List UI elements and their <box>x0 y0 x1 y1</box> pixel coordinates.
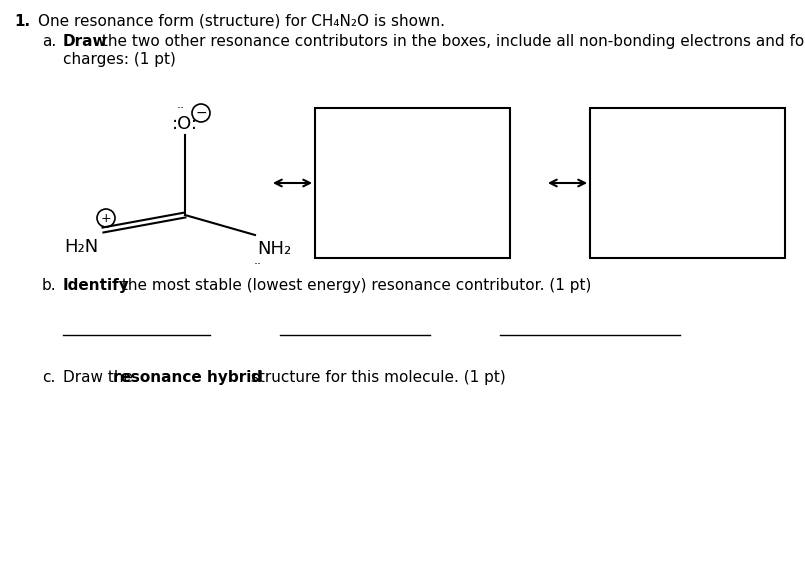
Text: structure for this molecule. (1 pt): structure for this molecule. (1 pt) <box>246 370 506 385</box>
Bar <box>315 108 510 258</box>
Text: c.: c. <box>42 370 56 385</box>
Text: NH₂: NH₂ <box>257 240 291 258</box>
Text: H₂N: H₂N <box>64 238 98 256</box>
Text: −: − <box>195 106 207 120</box>
Text: :O:: :O: <box>172 115 198 133</box>
Text: ··: ·· <box>254 258 262 271</box>
Text: Draw: Draw <box>63 34 108 49</box>
Text: resonance hybrid: resonance hybrid <box>113 370 262 385</box>
Text: Identify: Identify <box>63 278 130 293</box>
Text: +: + <box>101 211 111 224</box>
Text: Draw the: Draw the <box>63 370 138 385</box>
Text: b.: b. <box>42 278 56 293</box>
Text: the two other resonance contributors in the boxes, include all non-bonding elect: the two other resonance contributors in … <box>97 34 805 49</box>
Bar <box>590 108 785 258</box>
Text: 1.: 1. <box>14 14 30 29</box>
Text: One resonance form (structure) for CH₄N₂O is shown.: One resonance form (structure) for CH₄N₂… <box>38 14 445 29</box>
Text: ··: ·· <box>177 102 185 115</box>
Text: charges: (1 pt): charges: (1 pt) <box>63 52 175 67</box>
Text: a.: a. <box>42 34 56 49</box>
Text: the most stable (lowest energy) resonance contributor. (1 pt): the most stable (lowest energy) resonanc… <box>117 278 592 293</box>
